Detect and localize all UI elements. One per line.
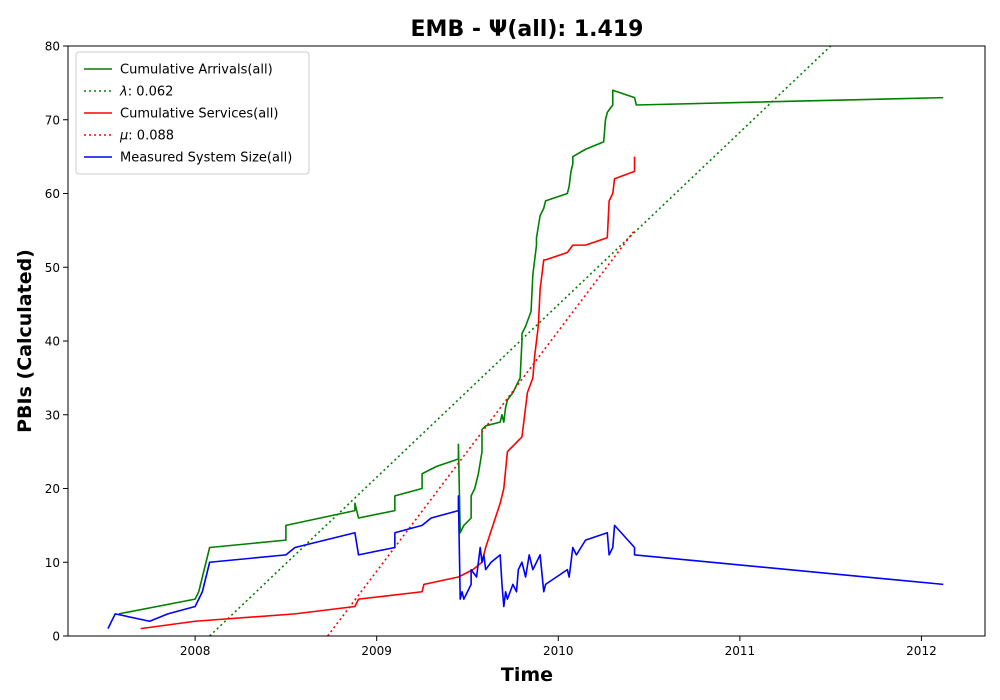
legend-label-3: Cumulative Services(all) — [120, 107, 278, 122]
legend-box — [75, 51, 310, 175]
x-tick-label: 2009 — [361, 644, 392, 658]
legend: Cumulative Arrivals(all) λ: 0.062 Cumulati… — [75, 51, 310, 175]
x-tick-label: 2012 — [906, 644, 937, 658]
chart-title: EMB - Ψ(all): 1.419 — [411, 17, 644, 42]
y-tick-label: 70 — [45, 113, 60, 127]
series-line-5 — [107, 495, 944, 629]
series-line-3 — [140, 156, 636, 630]
legend-label-5: Measured System Size(all) — [120, 151, 292, 166]
y-tick-label: 20 — [45, 482, 60, 496]
y-tick-label: 0 — [52, 630, 60, 644]
y-axis-label: PBIs (Calculated) — [14, 249, 36, 433]
y-tick-label: 30 — [45, 408, 60, 422]
x-tick-label: 2010 — [543, 644, 574, 658]
legend-label-2: λ: 0.062 — [119, 85, 173, 100]
y-tick-label: 50 — [45, 261, 60, 275]
series-line-1 — [118, 89, 944, 615]
x-tick-label: 2011 — [725, 644, 756, 658]
plot-area — [107, 46, 944, 636]
y-axis: 0 10 20 30 40 50 60 70 80 — [45, 40, 68, 644]
y-tick-label: 80 — [45, 40, 60, 54]
x-axis: 2008 2009 2010 2011 2012 — [180, 636, 937, 658]
x-axis-label: Time — [501, 664, 553, 686]
legend-label-1: Cumulative Arrivals(all) — [120, 63, 273, 78]
y-tick-label: 40 — [45, 335, 60, 349]
x-tick-label: 2008 — [180, 644, 211, 658]
y-tick-label: 60 — [45, 187, 60, 201]
legend-label-4: μ: 0.088 — [119, 129, 174, 144]
y-tick-label: 10 — [45, 556, 60, 570]
